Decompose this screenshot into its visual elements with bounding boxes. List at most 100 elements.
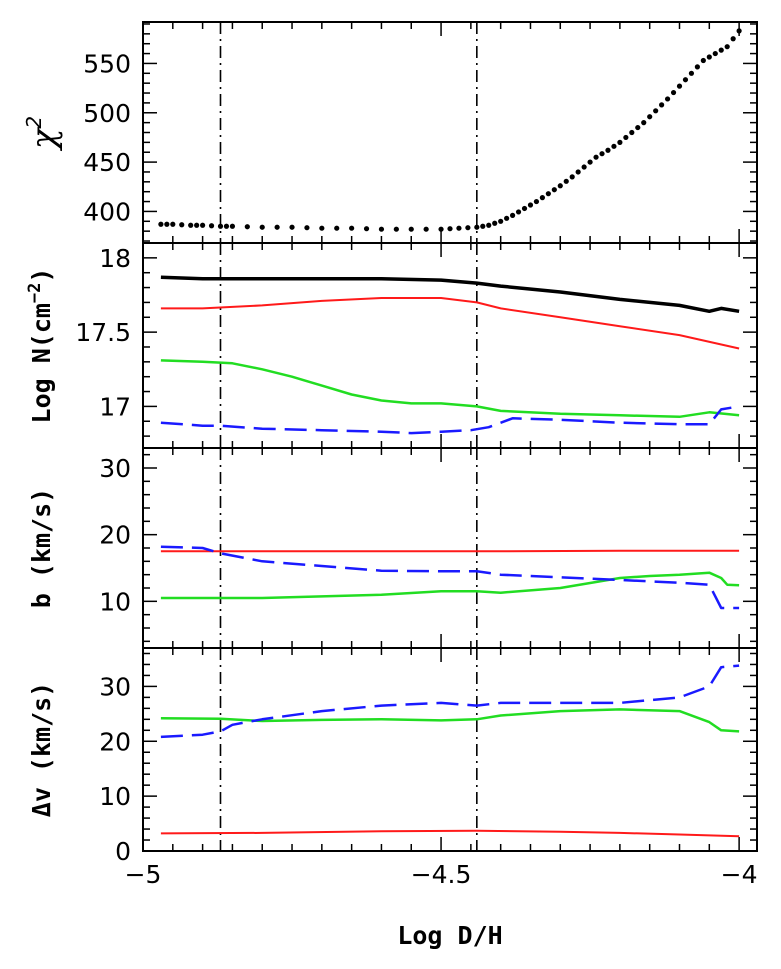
y-tick-label: 10: [99, 782, 131, 811]
data-point: [521, 205, 528, 212]
data-point: [486, 222, 492, 228]
data-point: [480, 223, 486, 229]
data-point: [569, 174, 575, 180]
panel-dv: 0 10 20 30 Δv (km/s) −5 −4.5 −4: [27, 647, 758, 889]
y-axis-title: χ2: [22, 116, 64, 151]
data-point: [647, 114, 653, 120]
x-tick-label: −5: [125, 860, 162, 889]
y-tick-label: 30: [99, 454, 131, 483]
data-point: [557, 183, 563, 189]
panel-b: 10 20 30 b (km/s): [27, 447, 758, 649]
data-point: [363, 226, 370, 232]
data-point: [670, 89, 677, 96]
data-point: [393, 226, 399, 232]
y-axis-title-main: Log N(cm: [27, 303, 56, 423]
y-axis-title-sup: 2: [22, 116, 46, 129]
series-line: [160, 275, 740, 314]
data-point: [158, 221, 164, 227]
y-tick-label: 400: [83, 197, 131, 226]
data-point: [164, 221, 170, 227]
y-tick-label: 500: [83, 99, 131, 128]
data-point: [712, 50, 718, 57]
data-point: [551, 187, 557, 193]
data-point: [304, 225, 310, 231]
data-point: [682, 77, 689, 83]
panel-frame: [142, 447, 758, 649]
y-axis-title-main: χ: [24, 126, 64, 151]
panel-frame: [142, 21, 758, 244]
data-point: [617, 139, 623, 145]
data-point: [334, 225, 340, 231]
data-point: [611, 143, 617, 149]
series-line: [160, 545, 740, 610]
data-point: [736, 28, 742, 34]
data-point: [700, 57, 706, 64]
y-axis-title: Log N(cm−2): [25, 268, 56, 424]
data-point: [688, 70, 695, 76]
data-point: [474, 224, 480, 230]
data-point: [289, 224, 295, 230]
y-axis-title-sup: −2: [25, 283, 45, 303]
data-point: [724, 44, 730, 50]
data-point: [223, 223, 230, 229]
y-tick-label: 10: [99, 587, 131, 616]
data-point: [208, 223, 215, 229]
data-point: [229, 223, 236, 229]
data-point: [706, 54, 712, 60]
series-line: [160, 571, 740, 600]
y-tick-label: 17.5: [75, 318, 131, 347]
data-point: [563, 178, 569, 184]
data-point: [509, 212, 516, 218]
data-point: [593, 154, 599, 160]
data-point: [423, 226, 429, 232]
data-point: [659, 102, 665, 108]
data-point: [545, 191, 551, 197]
x-tick-label: −4.5: [411, 860, 472, 889]
data-point: [664, 96, 671, 102]
panel-frame: [142, 647, 758, 852]
data-point: [504, 215, 510, 221]
data-point: [456, 225, 462, 231]
data-point: [244, 224, 250, 230]
panel-chi2: 400 450 500 550 χ2: [22, 21, 758, 244]
data-point: [349, 225, 355, 231]
series-line: [160, 297, 740, 350]
x-axis-title: Log D/H: [397, 921, 502, 950]
data-point: [730, 36, 736, 42]
data-point: [447, 226, 453, 232]
data-point: [581, 164, 587, 170]
data-point: [378, 226, 385, 232]
data-point: [498, 218, 504, 224]
data-point: [718, 47, 724, 53]
data-point: [259, 224, 265, 230]
y-tick-label: 0: [115, 837, 131, 866]
data-point: [515, 209, 522, 215]
x-tick-label: −4: [721, 860, 758, 889]
y-tick-label: 550: [83, 49, 131, 78]
data-point: [629, 129, 635, 136]
series-line: [160, 359, 740, 419]
data-point: [319, 225, 325, 231]
data-point: [179, 222, 185, 228]
data-point: [623, 134, 629, 141]
data-point: [599, 151, 605, 157]
data-point: [539, 195, 545, 201]
data-point: [635, 124, 641, 131]
data-point: [676, 83, 683, 89]
y-tick-label: 30: [99, 672, 131, 701]
data-point: [188, 222, 194, 228]
data-point: [533, 198, 540, 205]
y-tick-label: 17: [99, 392, 131, 421]
y-axis-title: b (km/s): [27, 488, 56, 608]
y-tick-label: 450: [83, 148, 131, 177]
y-tick-label: 20: [99, 727, 131, 756]
series-line: [160, 549, 740, 553]
data-point: [641, 120, 647, 126]
data-point: [170, 221, 176, 227]
y-axis-title-end: ): [27, 268, 56, 283]
data-point: [587, 159, 593, 165]
y-axis-title: Δv (km/s): [27, 682, 56, 817]
y-tick-label: 20: [99, 521, 131, 550]
data-point: [408, 226, 414, 232]
